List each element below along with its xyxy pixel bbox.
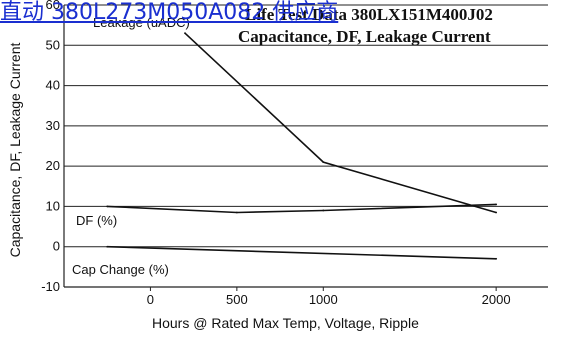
series-line-df — [107, 203, 497, 214]
series-label-leakage: Leakage (uADC) — [93, 15, 190, 30]
series-line-cap-change — [107, 245, 497, 260]
chart-subtitle: Capacitance, DF, Leakage Current — [238, 27, 491, 46]
y-tick-label-0: 0 — [53, 239, 60, 254]
grid-lines — [64, 4, 548, 288]
x-tick-label-1000: 1000 — [309, 292, 338, 307]
series-label-cap-change: Cap Change (%) — [72, 262, 169, 277]
x-tick-label-2000: 2000 — [482, 292, 511, 307]
series-line-leakage-point-2 — [495, 211, 498, 214]
series-line-cap-change-point-0 — [106, 245, 109, 248]
y-tick-label--10: -10 — [41, 279, 60, 294]
series-line-df-point-3 — [495, 203, 498, 206]
axes — [63, 5, 548, 291]
y-tick-label-10: 10 — [46, 198, 60, 213]
y-tick-label-20: 20 — [46, 158, 60, 173]
x-axis-label: Hours @ Rated Max Temp, Voltage, Ripple — [152, 315, 419, 331]
series-line-df-point-0 — [106, 205, 109, 208]
series-lines — [106, 32, 498, 260]
y-tick-label-30: 30 — [46, 118, 60, 133]
y-tick-label-50: 50 — [46, 37, 60, 52]
series-line-leakage — [184, 32, 497, 214]
series-line-leakage-point-0 — [184, 32, 186, 35]
supplier-link[interactable]: 直动 380L273M050A082 供应商 — [0, 0, 339, 25]
series-line-cap-change-point-1 — [495, 257, 498, 260]
series-line-df-point-2 — [322, 209, 325, 212]
y-tick-label-40: 40 — [46, 78, 60, 93]
y-tick-label-60: 60 — [46, 0, 60, 12]
series-line-df-point-1 — [235, 211, 238, 214]
x-tick-label-500: 500 — [226, 292, 248, 307]
tick-labels: -10 0 10 20 30 40 50 60 0 500 1000 2000 — [41, 0, 510, 307]
series-label-df: DF (%) — [76, 213, 118, 228]
series-line-leakage-point-1 — [322, 161, 325, 164]
chart-title: Life Test Data 380LX151M400J02 — [245, 5, 493, 24]
x-tick-label-0: 0 — [147, 292, 154, 307]
y-axis-label: Capacitance, DF, Leakage Current — [7, 42, 23, 258]
